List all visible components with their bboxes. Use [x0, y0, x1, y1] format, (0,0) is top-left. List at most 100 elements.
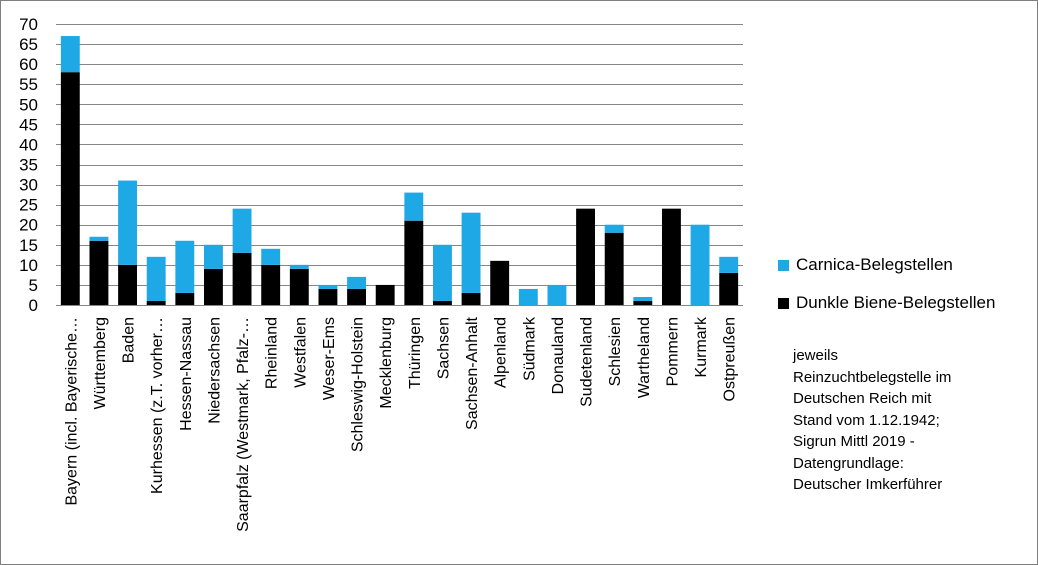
bar-segment [633, 296, 653, 301]
y-tick-label: 5 [29, 276, 38, 295]
bar-segment [604, 232, 624, 305]
source-note: jeweils Reinzuchtbelegstelle im Deutsche… [793, 345, 1003, 496]
bar-segment [318, 284, 338, 289]
x-category-label: Südmark [521, 316, 538, 381]
bar-segment [232, 252, 252, 305]
bar-segment [690, 224, 710, 305]
bar-segment [289, 264, 309, 269]
bar-segment [719, 272, 739, 305]
y-tick-label: 30 [19, 176, 38, 195]
x-category-label: Württemberg [92, 317, 109, 409]
x-category-label: Schleswig-Holstein [350, 317, 367, 452]
x-category-label: Sachsen-Anhalt [464, 316, 481, 430]
x-category-label: Kurhessen (z.T. vorher… [149, 317, 166, 494]
bar-segment [604, 224, 624, 233]
note-line: jeweils [793, 347, 839, 364]
x-axis-labels: Bayern (incl. Bayerische… Württemberg Bade… [63, 316, 738, 532]
y-tick-label: 40 [19, 135, 38, 154]
note-line: Reinzuchtbelegstelle im [793, 368, 952, 386]
bar-segment [89, 236, 109, 241]
bar-segment [60, 36, 80, 73]
bar-segment [175, 292, 195, 305]
note-line: Sigrun Mittl 2019 - [793, 433, 915, 450]
x-category-label: Kurmark [693, 316, 710, 377]
bar-segment [518, 288, 538, 305]
x-category-label: Donauland [550, 317, 567, 394]
y-tick-label: 10 [19, 256, 38, 275]
y-tick-label: 0 [29, 296, 38, 315]
x-category-label: Baden [121, 317, 138, 363]
bar-segment [261, 248, 281, 265]
y-tick-label: 60 [19, 55, 38, 74]
note-line: Datengrundlage: [793, 454, 904, 472]
bar-segment [347, 288, 367, 305]
x-category-label: Hessen-Nassau [178, 317, 195, 431]
bar-segment [118, 264, 138, 305]
note-line: Deutschen Reich mit [793, 390, 932, 407]
bar-segment [661, 208, 681, 305]
x-category-label: Rheinland [264, 317, 281, 389]
y-tick-label: 25 [19, 196, 38, 215]
x-category-label: Alpenland [493, 317, 510, 388]
bar-segment [547, 284, 567, 305]
bar-segment [318, 288, 338, 305]
legend-label-carnica: Carnica-Belegstellen [796, 255, 953, 274]
y-tick-label: 35 [19, 156, 38, 175]
y-tick-label: 15 [19, 236, 38, 255]
bar-segment [375, 284, 395, 305]
x-category-label: Mecklenburg [378, 317, 395, 409]
legend-item-dunkle: Dunkle Biene-Belegstellen [778, 293, 995, 313]
bar-segment [347, 276, 367, 289]
bar-segment [461, 292, 481, 305]
bar-segment [118, 180, 138, 265]
x-category-label: Schlesien [607, 317, 624, 386]
bar-segment [60, 72, 80, 306]
bar-segment [461, 212, 481, 293]
note-line: Stand vom 1.12.1942; [793, 411, 940, 429]
bar-segment [576, 208, 596, 305]
y-tick-label: 65 [19, 35, 38, 54]
bar-segment [404, 192, 424, 221]
bar-segment [432, 300, 452, 305]
x-category-label: Westfalen [292, 317, 309, 388]
bar-segment [490, 260, 510, 305]
x-category-label: Ostpreußen [722, 317, 739, 401]
dunkle-swatch [778, 297, 789, 309]
bar-segment [146, 256, 166, 301]
x-category-label: Weser-Ems [321, 317, 338, 400]
bars [60, 36, 739, 306]
x-category-label: Thüringen [407, 317, 424, 389]
bar-segment [89, 240, 109, 305]
x-category-label: Niedersachsen [206, 317, 223, 424]
bar-segment [203, 268, 223, 305]
x-category-label: Sachsen [435, 317, 452, 379]
y-tick-label: 45 [19, 115, 38, 134]
bar-segment [175, 240, 195, 293]
x-category-label: Sudetenland [579, 317, 596, 407]
bar-segment [261, 264, 281, 305]
x-category-label: Saarpfalz (Westmark, Pfalz-… [235, 317, 252, 532]
bar-segment [203, 244, 223, 269]
bar-segment [432, 244, 452, 301]
x-category-label: Pommern [664, 317, 681, 386]
bar-segment [404, 220, 424, 305]
legend-label-dunkle: Dunkle Biene-Belegstellen [796, 293, 996, 312]
y-tick-label: 55 [19, 75, 38, 94]
y-tick-label: 70 [19, 15, 38, 34]
bar-segment [719, 256, 739, 273]
bar-segment [633, 300, 653, 305]
carnica-swatch [778, 259, 789, 271]
bar-segment [289, 268, 309, 305]
legend-item-carnica: Carnica-Belegstellen [778, 255, 953, 275]
note-line: Deutscher Imkerführer [793, 476, 943, 493]
bar-segment [146, 300, 166, 305]
x-category-label: Bayern (incl. Bayerische… [63, 317, 80, 506]
y-tick-label: 20 [19, 216, 38, 235]
gridlines [56, 24, 743, 306]
x-category-label: Wartheland [636, 317, 653, 398]
bar-segment [232, 208, 252, 253]
y-tick-label: 50 [19, 95, 38, 114]
